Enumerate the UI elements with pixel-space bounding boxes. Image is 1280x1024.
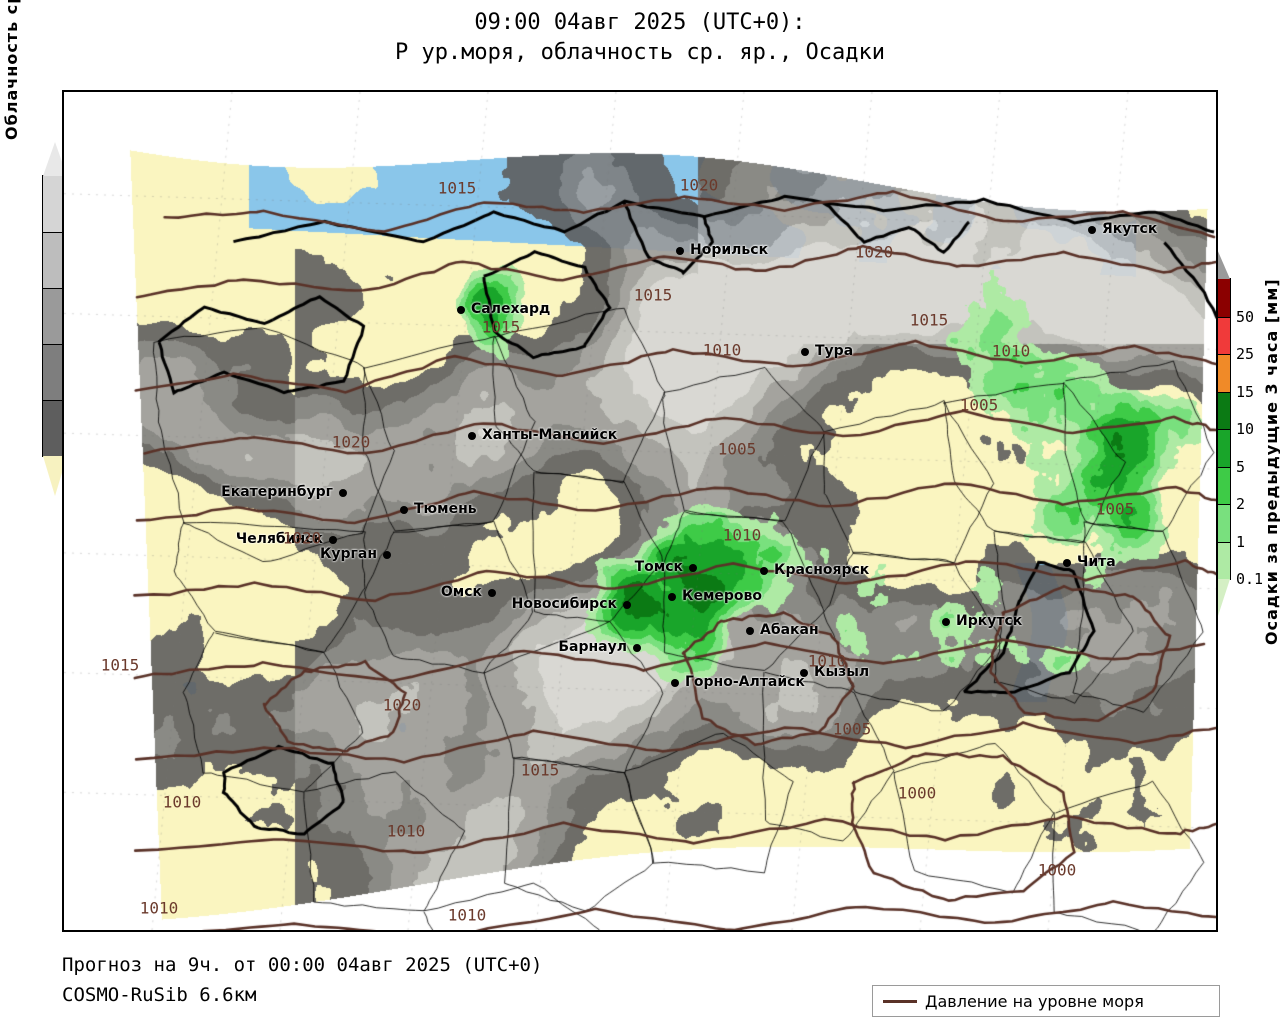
precip-colorbar-axis-title: Осадки за предыдущие 3 часа [мм]: [1262, 278, 1280, 645]
map-frame[interactable]: Якутск Норильск Тура Салехард Ханты-Мансийск…: [62, 90, 1218, 932]
isobar-label: 1015: [100, 655, 140, 675]
precip-colorbar-tick: 0.1: [1236, 570, 1264, 588]
isobar-label: 1010: [991, 341, 1031, 361]
isobar-label: 1020: [331, 432, 371, 452]
isobar-label: 1005: [959, 395, 999, 415]
precip-colorbar-tick: 10: [1236, 420, 1255, 438]
isobar-label: 1010: [386, 821, 426, 841]
map-canvas[interactable]: [64, 92, 1216, 930]
pressure-line-icon: [883, 999, 917, 1003]
isobar-label: 1005: [717, 439, 757, 459]
isobar-label: 1005: [1095, 499, 1135, 519]
isobar-label: 1020: [679, 175, 719, 195]
title-line-2: P ур.моря, облачность ср. яр., Осадки: [394, 40, 886, 65]
isobar-label: 1020: [382, 695, 422, 715]
isobar-label: 1010: [722, 525, 762, 545]
title-line-1: 09:00 04авг 2025 (UTC+0):: [474, 10, 806, 35]
footer: Прогноз на 9ч. от 00:00 04авг 2025 (UTC+…: [62, 950, 542, 1010]
isobar-label: 1015: [633, 285, 673, 305]
isobar-label: 1010: [162, 792, 202, 812]
isobar-label: 1015: [520, 760, 560, 780]
isobar-label: 1015: [437, 178, 477, 198]
precip-colorbar-tick: 15: [1236, 382, 1255, 401]
isobar-label: 1010: [447, 905, 487, 925]
isobar-label: 1010: [702, 340, 742, 360]
isobar-label: 1000: [897, 783, 937, 803]
isobar-label: 1015: [481, 317, 521, 337]
isobar-label: 1020: [854, 242, 894, 262]
precip-colorbar-tick: 2: [1236, 495, 1246, 513]
model-info: COSMO-RuSib 6.6км: [62, 984, 257, 1006]
isobar-label: 1000: [1037, 860, 1077, 880]
forecast-info: Прогноз на 9ч. от 00:00 04авг 2025 (UTC+…: [62, 954, 543, 976]
isobar-label: 1010: [139, 898, 179, 918]
precip-colorbar-tick: 1: [1236, 532, 1246, 551]
precip-colorbar-tick: 50: [1236, 307, 1255, 326]
precip-colorbar-tick: 5: [1236, 457, 1246, 476]
precip-colorbar-tick: 25: [1236, 345, 1255, 363]
isobar-label: 1005: [832, 719, 872, 739]
isobar-label: 1020: [282, 528, 322, 548]
isobar-label: 1015: [909, 310, 949, 330]
pressure-legend: Давление на уровне моря: [872, 985, 1220, 1017]
isobar-label: 1010: [807, 651, 847, 671]
page-title: 09:00 04авг 2025 (UTC+0): P ур.моря, обл…: [0, 8, 1280, 68]
pressure-legend-label: Давление на уровне моря: [925, 991, 1144, 1011]
cloud-colorbar-axis-title: Облачность среднего яруса [%]: [2, 0, 21, 140]
